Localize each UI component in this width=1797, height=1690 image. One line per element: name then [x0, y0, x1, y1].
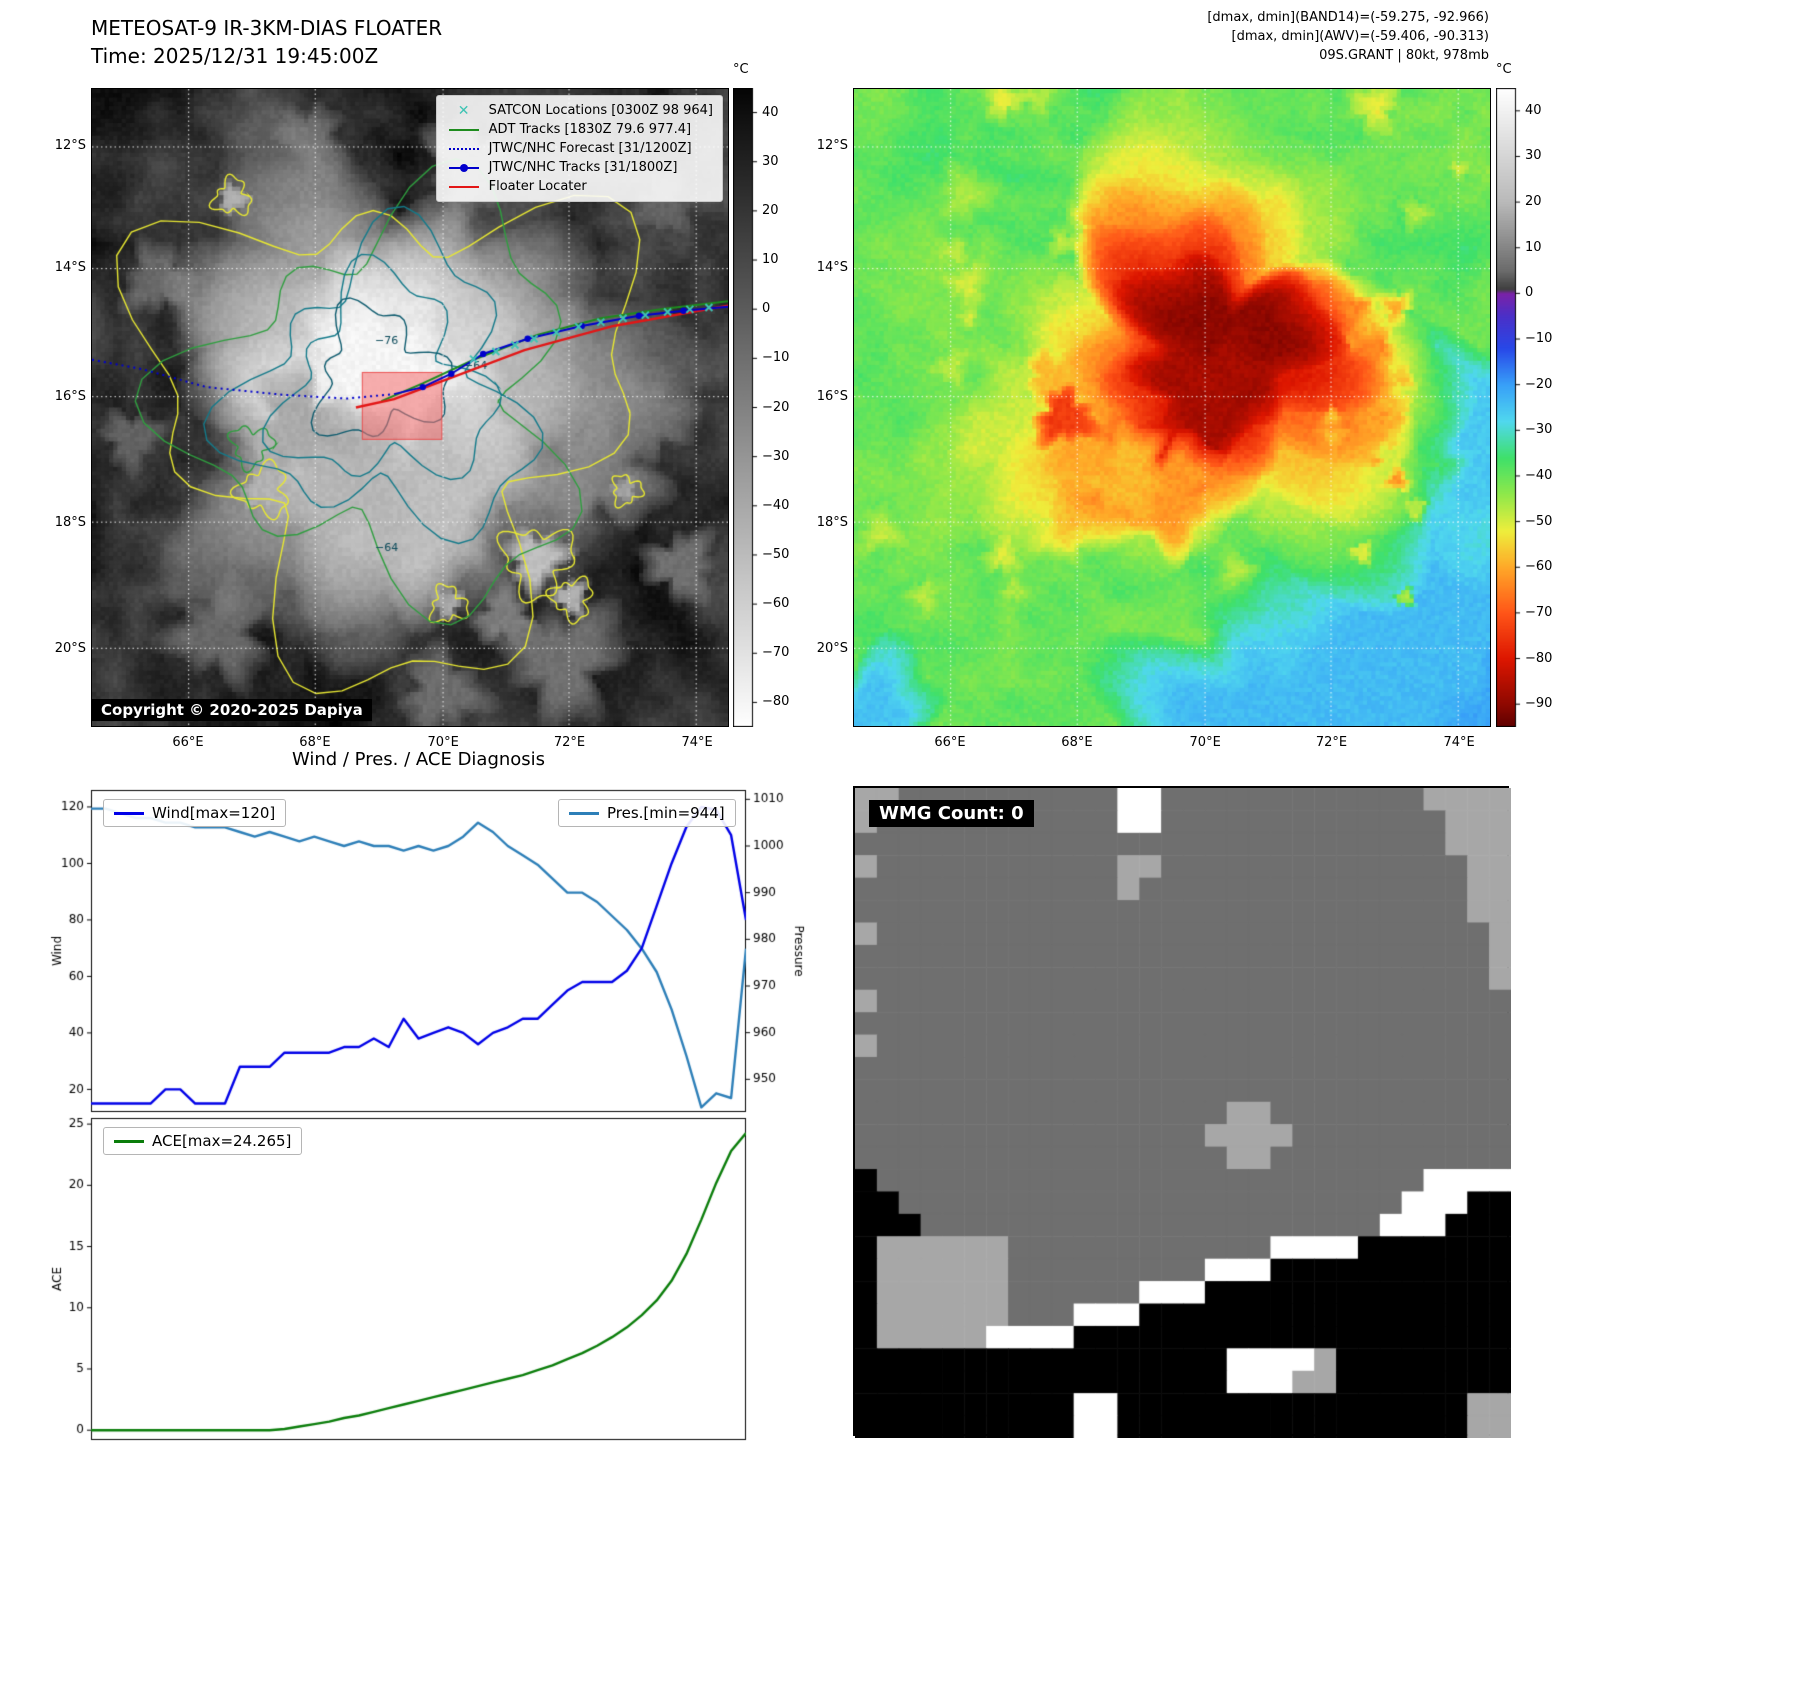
legend-item: ADT Tracks [1830Z 79.6 977.4]: [446, 120, 713, 139]
wmg-mask-image: [855, 788, 1511, 1438]
tl-colorbar-tick-label: 40: [762, 104, 779, 120]
pressure-legend-label: Pres.[min=944]: [607, 804, 725, 822]
track-line-icon: [446, 185, 482, 188]
tr-colorbar-tick-label: 40: [1525, 102, 1542, 118]
tl-colorbar-tick-label: −60: [762, 596, 790, 612]
tr-header-line-storm: 09S.GRANT | 80kt, 978mb: [1319, 48, 1489, 63]
tl-colorbar-tick-label: −70: [762, 645, 790, 661]
tr-lon-tick-label: 68°E: [1061, 735, 1093, 750]
tr-colorbar-tick-label: −30: [1525, 422, 1553, 438]
tl-colorbar-tick-label: 30: [762, 153, 779, 169]
copyright-badge: Copyright © 2020-2025 Dapiya: [92, 699, 372, 721]
tl-colorbar-tick-label: −40: [762, 497, 790, 513]
tr-colorbar-tick-label: 0: [1525, 285, 1534, 301]
pressure-legend: Pres.[min=944]: [558, 799, 736, 827]
tl-lon-tick-label: 66°E: [172, 735, 204, 750]
tr-colorbar-unit: °C: [1496, 62, 1512, 77]
tl-lon-tick-label: 74°E: [681, 735, 713, 750]
track-line-icon: [446, 147, 482, 150]
tl-lon-tick-label: 68°E: [299, 735, 331, 750]
pressure-legend-swatch: [569, 811, 599, 815]
wind-legend: Wind[max=120]: [103, 799, 287, 827]
tr-colorbar-tick-label: −20: [1525, 376, 1553, 392]
tr-lat-tick-label: 14°S: [816, 260, 848, 276]
tl-colorbar-tick-label: 10: [762, 252, 779, 268]
tl-lat-tick-label: 16°S: [54, 388, 86, 404]
wmg-panel: WMG Count: 0: [853, 786, 1511, 1438]
tl-title-block: METEOSAT-9 IR-3KM-DIAS FLOATER Time: 202…: [91, 14, 442, 70]
tr-colorbar-tick-label: 10: [1525, 239, 1542, 255]
wind-legend-swatch: [114, 811, 144, 815]
track-line-icon: [446, 128, 482, 131]
tl-colorbar-tick-label: 20: [762, 202, 779, 218]
wmg-count-label: WMG Count: 0: [869, 800, 1034, 827]
legend-item-label: JTWC/NHC Tracks [31/1800Z]: [488, 160, 678, 175]
legend-item: ✕ SATCON Locations [0300Z 98 964]: [446, 101, 713, 120]
tr-lon-tick-label: 74°E: [1443, 735, 1475, 750]
tl-lon-tick-label: 70°E: [427, 735, 459, 750]
legend-item: Floater Locater: [446, 177, 713, 196]
tr-colorbar-tick-label: 20: [1525, 194, 1542, 210]
ace-legend: ACE[max=24.265]: [103, 1127, 303, 1155]
tr-lon-tick-label: 66°E: [934, 735, 966, 750]
tr-lat-tick-label: 20°S: [816, 641, 848, 657]
wind-pressure-ace-charts: [40, 745, 840, 1460]
tl-lat-tick-label: 12°S: [54, 138, 86, 154]
tl-title: METEOSAT-9 IR-3KM-DIAS FLOATER: [91, 16, 443, 40]
tl-colorbar-tick-label: −80: [762, 694, 790, 710]
tl-colorbar-tick-label: −20: [762, 399, 790, 415]
tr-lon-tick-label: 72°E: [1315, 735, 1348, 750]
legend-item-label: JTWC/NHC Forecast [31/1200Z]: [488, 141, 692, 156]
tl-map-panel: ✕ SATCON Locations [0300Z 98 964] ADT Trac…: [91, 88, 729, 727]
tl-lat-tick-label: 20°S: [54, 641, 86, 657]
tr-colorbar-tick-label: −70: [1525, 604, 1553, 620]
tl-colorbar-tick-label: −10: [762, 350, 790, 366]
tr-lat-tick-label: 12°S: [816, 138, 848, 154]
tr-colorbar-tick-label: −10: [1525, 331, 1553, 347]
tl-colorbar-tick-label: 0: [762, 301, 771, 317]
tl-colorbar: [733, 88, 759, 727]
tl-lat-tick-label: 14°S: [54, 260, 86, 276]
tr-header: [dmax, dmin](BAND14)=(-59.275, -92.966) …: [1000, 8, 1489, 65]
tl-colorbar-tick-label: −30: [762, 448, 790, 464]
tr-header-line-band14: [dmax, dmin](BAND14)=(-59.275, -92.966): [1207, 10, 1489, 25]
tl-colorbar-tick-label: −50: [762, 546, 790, 562]
tr-lat-tick-label: 16°S: [816, 388, 848, 404]
tl-lon-tick-label: 72°E: [553, 735, 586, 750]
tr-lon-tick-label: 70°E: [1189, 735, 1221, 750]
tr-header-line-awv: [dmax, dmin](AWV)=(-59.406, -90.313): [1231, 29, 1489, 44]
satcon-x-marker-icon: ✕: [457, 102, 470, 119]
tr-colorbar-tick-label: −50: [1525, 513, 1553, 529]
legend-item-label: Floater Locater: [488, 179, 587, 194]
tr-colorbar-tick-label: −40: [1525, 467, 1553, 483]
legend-item-label: ADT Tracks [1830Z 79.6 977.4]: [488, 122, 692, 137]
tr-colorbar: [1496, 88, 1522, 727]
tl-subtitle: Time: 2025/12/31 19:45:00Z: [91, 44, 379, 68]
tr-colorbar-tick-label: −80: [1525, 650, 1553, 666]
tr-lat-tick-label: 18°S: [816, 514, 848, 530]
ace-legend-swatch: [114, 1139, 144, 1143]
ace-legend-label: ACE[max=24.265]: [152, 1132, 292, 1150]
track-line-icon: [446, 163, 482, 172]
legend-item-label: SATCON Locations [0300Z 98 964]: [488, 103, 713, 118]
legend-item: JTWC/NHC Tracks [31/1800Z]: [446, 158, 713, 177]
tr-colorbar-tick-label: 30: [1525, 148, 1542, 164]
wind-legend-label: Wind[max=120]: [152, 804, 276, 822]
tr-ir-color-satellite-image: [854, 89, 1490, 726]
tl-lat-tick-label: 18°S: [54, 514, 86, 530]
tl-map-legend: ✕ SATCON Locations [0300Z 98 964] ADT Trac…: [435, 95, 723, 202]
tr-colorbar-tick-label: −90: [1525, 696, 1553, 712]
legend-item: JTWC/NHC Forecast [31/1200Z]: [446, 139, 713, 158]
tl-colorbar-unit: °C: [733, 62, 749, 77]
tr-map-panel: [853, 88, 1491, 727]
tr-colorbar-tick-label: −60: [1525, 559, 1553, 575]
